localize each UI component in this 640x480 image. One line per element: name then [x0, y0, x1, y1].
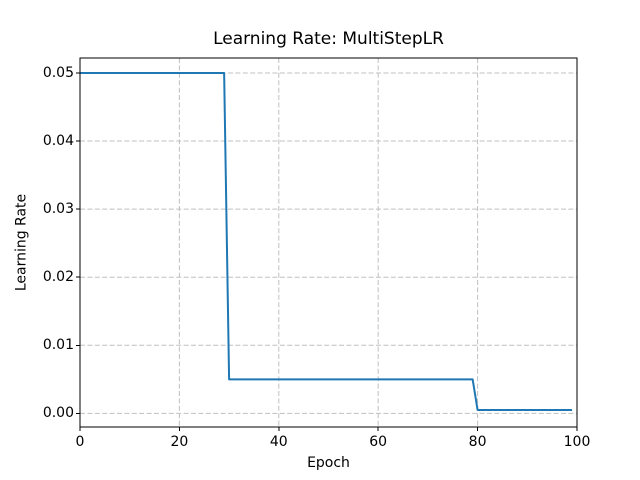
series-line: [80, 71, 573, 411]
axes-spine-box: [79, 57, 578, 428]
axis-tick-marks: [76, 72, 578, 431]
chart-title: Learning Rate: MultiStepLR: [213, 29, 444, 49]
x-tick-label: 20: [170, 434, 189, 450]
y-tick-label: 0.00: [42, 405, 74, 422]
y-tick-label: 0.04: [42, 133, 74, 150]
x-tick-label: 0: [75, 434, 85, 450]
grid-lines: [79, 58, 578, 427]
x-tick-label: 60: [369, 434, 388, 450]
x-tick-label: 100: [563, 434, 591, 450]
y-tick-label: 0.05: [42, 64, 74, 81]
y-tick-label: 0.03: [42, 201, 74, 218]
y-tick-label: 0.02: [42, 269, 74, 286]
y-tick-label: 0.01: [42, 337, 74, 354]
x-tick-label: 40: [269, 434, 288, 450]
plot-spines: [79, 57, 578, 428]
learning-rate-line: [80, 71, 573, 411]
x-axis-label: Epoch: [307, 455, 350, 471]
x-tick-label: 80: [468, 434, 487, 450]
